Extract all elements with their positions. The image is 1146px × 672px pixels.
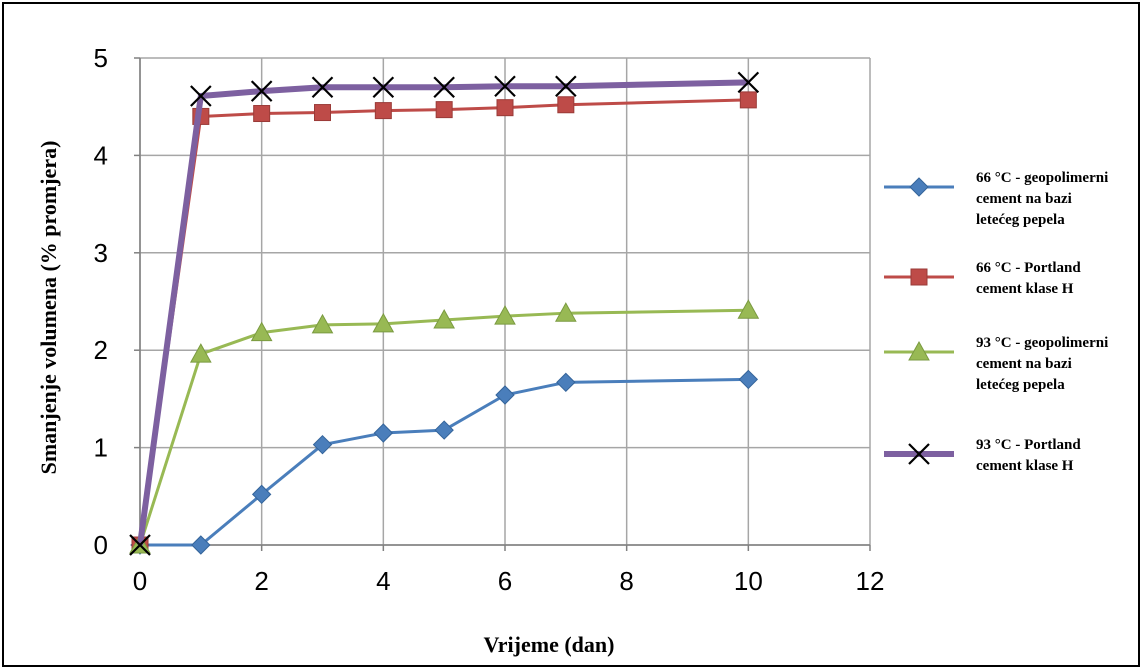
diamond-marker: [434, 420, 454, 440]
x-marker-stroke: [433, 76, 455, 98]
y-tick-label: 5: [94, 43, 108, 73]
triangle-marker: [494, 305, 516, 325]
x-marker-stroke: [494, 75, 516, 98]
legend-label: cement klase H: [976, 281, 1074, 297]
x-tick-label: 2: [254, 566, 268, 596]
y-axis-title: Smanjenje volumena (% promjera): [36, 141, 61, 475]
legend-entry: 93 °C - Portland cement klase H: [884, 437, 1081, 474]
x-tick-label: 12: [856, 566, 885, 596]
y-tick-label: 4: [94, 140, 108, 170]
triangle-marker: [189, 343, 212, 363]
x-marker: [908, 443, 930, 465]
x-marker-stroke: [250, 80, 273, 102]
y-tick-label: 1: [94, 433, 108, 463]
grid-lines: [139, 57, 871, 546]
square-marker: [374, 102, 392, 120]
legend-label: letećeg pepela: [976, 377, 1065, 393]
legend-label: 93 °C - Portland: [976, 437, 1081, 453]
x-marker: [190, 85, 212, 107]
square-marker: [253, 105, 271, 123]
x-marker: [250, 80, 273, 102]
x-marker-stroke: [129, 534, 151, 556]
legend-label: letećeg pepela: [976, 212, 1065, 228]
square-marker: [496, 99, 514, 117]
x-marker: [433, 76, 455, 98]
x-tick-label: 8: [619, 566, 633, 596]
diamond-marker: [373, 423, 394, 443]
y-tick-label: 3: [94, 238, 108, 268]
legend-label: cement na bazi: [976, 356, 1072, 372]
triangle-marker: [433, 308, 456, 329]
x-marker-stroke: [555, 75, 577, 98]
square-marker: [435, 101, 453, 119]
legend-label: 66 °C - Portland: [976, 260, 1081, 276]
square-marker: [739, 91, 757, 109]
legend-entry: 66 °C - Portland cement klase H: [884, 260, 1081, 297]
x-tick-label: 6: [498, 566, 512, 596]
legend-label: 66 °C - geopolimerni: [976, 170, 1108, 186]
series-line: [140, 377, 749, 547]
triangle-marker: [737, 299, 760, 319]
legend-entry: 93 °C - geopolimerni cement na bazi leteće…: [884, 335, 1108, 393]
square-marker: [314, 104, 331, 122]
x-tick-label: 0: [133, 566, 147, 596]
square-marker: [557, 96, 575, 114]
legend: 66 °C - geopolimerni cement na bazi leteće…: [884, 170, 1108, 474]
x-marker: [737, 71, 760, 94]
diamond-marker: [251, 484, 272, 505]
x-tick-label: 4: [376, 566, 390, 596]
y-tick-label: 0: [94, 530, 108, 560]
triangle-marker: [372, 312, 395, 333]
y-tick-label: 2: [94, 335, 108, 365]
x-marker: [372, 76, 395, 98]
x-marker: [494, 75, 516, 98]
series-1: [130, 369, 759, 555]
legend-entry: 66 °C - geopolimerni cement na bazi leteće…: [884, 170, 1108, 228]
axes: [134, 57, 871, 551]
diamond-marker: [556, 372, 576, 393]
x-marker-stroke: [737, 71, 760, 94]
square-marker: [910, 268, 928, 286]
series-layer: [129, 71, 760, 556]
triangle-marker: [554, 302, 577, 322]
x-marker-stroke: [190, 85, 212, 107]
x-axis-title: Vrijeme (dan): [484, 632, 615, 657]
diamond-marker: [738, 369, 759, 390]
x-tick-label: 10: [734, 566, 763, 596]
x-marker: [555, 75, 577, 98]
diamond-marker: [312, 434, 333, 455]
x-marker-stroke: [311, 76, 334, 98]
x-marker: [129, 534, 151, 556]
diamond-marker: [191, 535, 211, 555]
legend-label: cement na bazi: [976, 191, 1072, 207]
x-marker-stroke: [372, 76, 395, 98]
diamond-marker: [909, 177, 929, 197]
triangle-marker: [311, 313, 334, 334]
series-4: [129, 71, 760, 556]
x-marker: [311, 76, 334, 98]
legend-label: cement klase H: [976, 458, 1074, 474]
legend-label: 93 °C - geopolimerni: [976, 335, 1108, 351]
x-marker-stroke: [908, 443, 930, 465]
diamond-marker: [495, 385, 515, 405]
triangle-marker: [250, 321, 273, 342]
triangle-marker: [908, 340, 930, 361]
